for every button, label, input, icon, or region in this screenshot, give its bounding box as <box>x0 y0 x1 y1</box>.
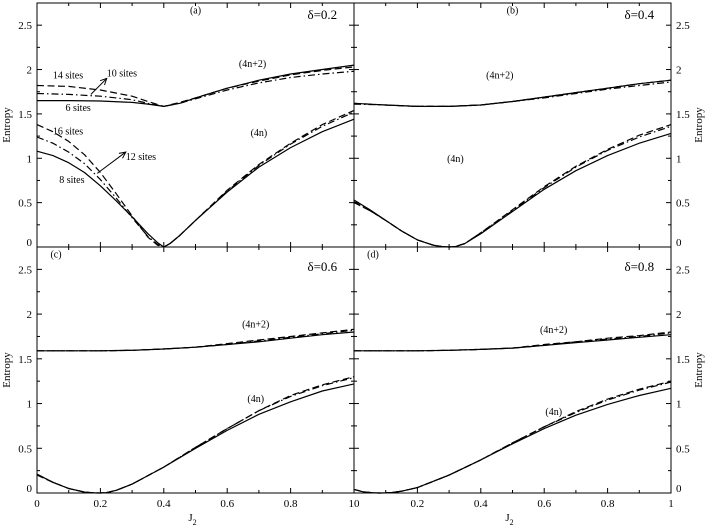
panel-a-arrow-head <box>118 151 127 159</box>
panel-b-branch-label: (4n) <box>447 154 464 165</box>
panel-a-series-line <box>36 109 355 248</box>
panel-c-xtick-label: 0.4 <box>157 498 171 510</box>
panel-d-ytick-label: 0 <box>676 483 682 495</box>
panel-a-size-label: 8 sites <box>59 175 84 186</box>
panel-d-branch-label: (4n+2) <box>540 325 567 336</box>
panel-b-series-line <box>353 132 672 248</box>
panel-a-arrow-line <box>90 78 108 95</box>
panel-d-branch-label: (4n) <box>545 407 562 418</box>
panel-d-xtick-label: 0.2 <box>411 498 425 510</box>
panel-c-branch-label: (4n+2) <box>242 320 269 331</box>
panel-d-delta-label: δ=0.8 <box>624 259 654 274</box>
panel-a-size-label: 14 sites <box>53 70 83 81</box>
panel-a-branch-label: (4n) <box>251 128 268 139</box>
panel-c-series-line <box>37 329 355 352</box>
panel-a-series-line <box>36 66 355 107</box>
panel-d-series-line <box>353 381 672 494</box>
panel-c-ytick-label: 2 <box>27 309 33 321</box>
panel-c-frame <box>36 246 355 494</box>
panel-c-xtick-label: 0.8 <box>284 498 298 510</box>
panel-c-series-line <box>37 328 355 352</box>
panel-d-xtick-label: 0.4 <box>474 498 488 510</box>
panel-a-ytick-label: 2 <box>27 65 33 77</box>
panel-b-branch-label: (4n+2) <box>486 70 513 81</box>
panel-d-ytick-label: 1 <box>676 399 682 411</box>
panel-a-series-line <box>36 111 355 248</box>
panel-a-tag: (a) <box>190 6 201 17</box>
panel-b-series-line <box>353 79 672 107</box>
panel-b-ytick-label: 1 <box>676 153 682 165</box>
panel-c-tag: (c) <box>50 250 61 261</box>
panel-b-ytick-label: 0.5 <box>676 198 690 210</box>
panel-c-ylabel: Entropy <box>1 352 13 388</box>
panel-d-xtick-label: 0.8 <box>601 498 615 510</box>
panel-a-series-line <box>36 70 355 107</box>
panel-d-ytick-label: 0.5 <box>676 443 690 455</box>
panel-c-series-line <box>37 331 355 352</box>
panel-d-xtick-label: 1 <box>668 498 674 510</box>
panel-d-tag: (d) <box>367 250 379 261</box>
panel-a-arrow-head <box>99 77 108 86</box>
panel-c-delta-label: δ=0.6 <box>307 259 337 274</box>
panel-c-series-line <box>36 376 355 494</box>
panel-a-ytick-label: 2.5 <box>18 20 32 32</box>
panel-c-ytick-label: 2.5 <box>18 264 32 276</box>
panel-c-branch-label: (4n) <box>247 394 264 405</box>
panel-b-series-line <box>353 125 672 248</box>
panel-c-xtick-label: 1 <box>349 498 355 510</box>
panel-d-ytick-label: 2 <box>676 309 682 321</box>
panel-d-ytick-label: 2.5 <box>676 264 690 276</box>
panel-b-tag: (b) <box>507 6 519 17</box>
panel-c-xtick-label: 0 <box>34 498 40 510</box>
panel-d-series-line <box>354 331 672 352</box>
panel-a-ylabel-right: Entropy <box>693 107 705 143</box>
panel-b-ytick-label: 2.5 <box>676 20 690 32</box>
panel-a-delta-label: δ=0.2 <box>307 7 337 22</box>
panel-a-arrow-line <box>96 151 127 174</box>
panel-a-frame <box>36 2 355 248</box>
panel-c-xtick-label: 0.2 <box>94 498 108 510</box>
panel-d-series-line <box>353 387 672 494</box>
panel-d-frame <box>353 246 672 494</box>
panel-b-ytick-label: 0 <box>676 237 682 249</box>
panel-a-ylabel: Entropy <box>1 107 13 143</box>
panel-c-xlabel: J2 <box>188 512 196 527</box>
panel-d-ytick-label: 1.5 <box>676 354 690 366</box>
panel-a-size-label: 6 sites <box>66 103 91 114</box>
panel-c-ytick-label: 1 <box>27 399 33 411</box>
panel-b-ytick-label: 1.5 <box>676 109 690 121</box>
panel-c-ylabel-right: Entropy <box>693 352 705 388</box>
panel-d-xtick-label: 0.6 <box>537 498 551 510</box>
panel-b-series-line <box>353 124 672 248</box>
panel-a-series-line <box>36 118 355 248</box>
panel-c-series-line <box>36 383 355 494</box>
panel-c-ytick-label: 0.5 <box>18 443 32 455</box>
panel-b-delta-label: δ=0.4 <box>624 7 654 22</box>
panel-a-ytick-label: 0.5 <box>18 198 32 210</box>
panel-a-ytick-label: 0 <box>27 237 33 249</box>
panel-a-ytick-label: 1 <box>27 153 33 165</box>
panel-d-xtick-label: 0 <box>354 498 360 510</box>
panel-b-ytick-label: 2 <box>676 65 682 77</box>
panel-d-series-line <box>354 332 672 352</box>
panel-b-series-line <box>353 81 672 107</box>
panel-d-xlabel: J2 <box>505 512 513 527</box>
panel-c-xtick-label: 0.6 <box>220 498 234 510</box>
panel-c-ytick-label: 1.5 <box>18 354 32 366</box>
panel-a-series-line <box>37 64 355 107</box>
panel-b-series-line <box>353 79 672 107</box>
panel-d-series-line <box>353 380 672 494</box>
panel-a-size-label: 12 sites <box>126 152 156 163</box>
panel-c-series-line <box>36 377 355 494</box>
panel-a-size-label: 10 sites <box>107 69 137 80</box>
panel-a-size-label: 16 sites <box>53 126 83 137</box>
panel-c-ytick-label: 0 <box>27 483 33 495</box>
panel-a-ytick-label: 1.5 <box>18 109 32 121</box>
panel-a-branch-label: (4n+2) <box>239 59 266 70</box>
